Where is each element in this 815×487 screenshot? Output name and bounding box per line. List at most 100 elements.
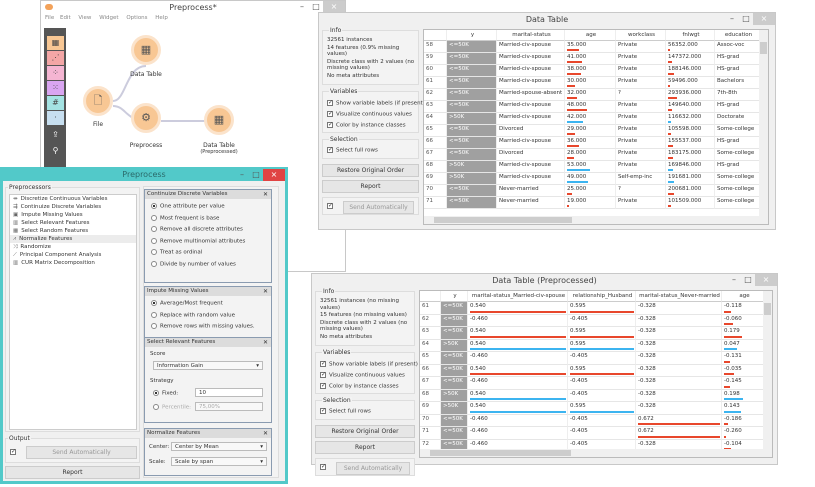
table-cell[interactable]: 0.143	[722, 402, 766, 415]
table-cell[interactable]: >50K	[441, 402, 468, 415]
scale-select[interactable]: Scale by span ▾	[171, 457, 267, 466]
table-cell[interactable]: 35.000	[565, 41, 616, 53]
menu-file[interactable]: File	[45, 15, 55, 21]
row-index[interactable]: 61	[420, 302, 441, 315]
report-button[interactable]: Report	[5, 466, 140, 479]
table-cell[interactable]: Married-civ-spouse	[497, 65, 565, 77]
table-cell[interactable]: <=50K	[441, 427, 468, 440]
table-cell[interactable]: Some-college	[715, 125, 761, 137]
table-cell[interactable]: HS-grad	[715, 161, 761, 173]
radio-icon[interactable]	[151, 203, 157, 209]
preprocessor-item[interactable]: ⩘ Normalize Features	[10, 235, 136, 243]
table-cell[interactable]: Never-married	[497, 197, 565, 209]
checkbox-icon[interactable]: ✓	[320, 360, 327, 367]
table-cell[interactable]: -0.405	[568, 352, 636, 365]
row-index[interactable]: 70	[424, 185, 447, 197]
select-full-rows-checkbox[interactable]: ✓ Select full rows	[327, 146, 378, 154]
row-index[interactable]: 63	[420, 327, 441, 340]
table-cell[interactable]: 293936.000	[666, 89, 715, 101]
table-cell[interactable]: HS-grad	[715, 65, 761, 77]
table-cell[interactable]: 0.672	[636, 414, 722, 427]
table-cell[interactable]: Private	[616, 65, 666, 77]
data-table-node[interactable]: ▦	[131, 35, 161, 65]
table-cell[interactable]: <=50K	[447, 125, 497, 137]
row-index[interactable]: 67	[420, 377, 441, 390]
menu-view[interactable]: View	[78, 15, 92, 21]
fixed-radio[interactable]: Fixed:	[153, 390, 178, 398]
table-cell[interactable]: -0.460	[468, 414, 568, 427]
table-cell[interactable]: 0.540	[468, 339, 568, 352]
minimize-button[interactable]: –	[730, 14, 734, 23]
table-cell[interactable]: Private	[616, 137, 666, 149]
row-index[interactable]: 67	[424, 149, 447, 161]
table-cell[interactable]: <=50K	[447, 101, 497, 113]
table-cell[interactable]: Some-college	[715, 173, 761, 185]
send-auto-checkbox[interactable]: ✓	[327, 202, 334, 209]
option-radio[interactable]: Remove rows with missing values.	[151, 323, 265, 331]
score-select[interactable]: Information Gain ▾	[153, 361, 263, 370]
checkbox-icon[interactable]: ✓	[320, 382, 327, 389]
option-radio[interactable]: Treat as ordinal	[151, 249, 265, 257]
table-cell[interactable]: -0.328	[636, 302, 722, 315]
table-cell[interactable]: 0.540	[468, 402, 568, 415]
table-cell[interactable]: 29.000	[565, 125, 616, 137]
preprocessor-item[interactable]: ▦ Select Random Features	[10, 227, 136, 235]
table-cell[interactable]: ?	[616, 185, 666, 197]
radio-icon[interactable]	[151, 311, 157, 318]
table-cell[interactable]: -0.145	[722, 377, 766, 390]
report-button[interactable]: Report	[322, 180, 419, 193]
checkbox-icon[interactable]: ✓	[327, 99, 334, 106]
table-cell[interactable]: -0.035	[722, 364, 766, 377]
table-cell[interactable]: Divorced	[497, 125, 565, 137]
column-header[interactable]: marital-status	[497, 30, 565, 41]
row-index[interactable]: 60	[424, 65, 447, 77]
maximize-button[interactable]: □	[252, 170, 260, 179]
table-cell[interactable]: 32.000	[565, 89, 616, 101]
table-cell[interactable]: 147372.000	[666, 53, 715, 65]
scrollbar-thumb[interactable]	[760, 42, 767, 54]
preprocessor-item[interactable]: ⇶ Continuize Discrete Variables	[10, 203, 136, 211]
radio-icon[interactable]	[151, 214, 157, 221]
table-cell[interactable]: 169846.000	[666, 161, 715, 173]
menu-edit[interactable]: Edit	[59, 15, 71, 21]
table-cell[interactable]: -0.060	[722, 314, 766, 327]
table-cell[interactable]: Private	[616, 77, 666, 89]
radio-icon[interactable]	[151, 260, 157, 267]
table-cell[interactable]: <=50K	[441, 327, 468, 340]
send-auto-checkbox[interactable]: ✓	[10, 448, 17, 455]
table-cell[interactable]: Married-civ-spouse	[497, 161, 565, 173]
table-cell[interactable]: 183175.000	[666, 149, 715, 161]
row-index[interactable]: 68	[424, 161, 447, 173]
radio-icon[interactable]	[151, 237, 157, 244]
close-button[interactable]: ×	[263, 169, 285, 181]
preprocessor-item[interactable]: ▣ Impute Missing Values	[10, 211, 136, 219]
minimize-button[interactable]: –	[240, 170, 244, 179]
column-header[interactable]: education	[715, 30, 761, 41]
data-table-grid[interactable]: y marital-status age workclass fnlwgt educati…	[423, 29, 769, 225]
row-index[interactable]: 71	[420, 427, 441, 440]
checkbox-icon[interactable]: ✓	[327, 146, 334, 153]
table-cell[interactable]: Divorced	[497, 149, 565, 161]
send-automatically-button[interactable]: Send Automatically	[26, 446, 137, 459]
option-radio[interactable]: Divide by number of values	[151, 260, 265, 269]
radio-icon[interactable]	[151, 249, 157, 255]
horizontal-scrollbar-thumb[interactable]	[430, 450, 571, 456]
table-cell[interactable]: <=50K	[441, 364, 468, 377]
vertical-scrollbar[interactable]	[759, 30, 768, 224]
radio-icon[interactable]	[151, 226, 157, 232]
table-cell[interactable]: <=50K	[447, 185, 497, 197]
option-radio[interactable]: Remove multinomial attributes	[151, 237, 265, 246]
table-cell[interactable]: 28.000	[565, 149, 616, 161]
table-cell[interactable]: Bachelors	[715, 77, 761, 89]
table-cell[interactable]: -0.328	[636, 364, 722, 377]
table-cell[interactable]: <=50K	[441, 414, 468, 427]
table-cell[interactable]: >50K	[441, 339, 468, 352]
table-cell[interactable]: Private	[616, 41, 666, 53]
close-button[interactable]: ×	[323, 1, 345, 13]
table-cell[interactable]: -0.131	[722, 352, 766, 365]
close-button[interactable]: ×	[753, 13, 775, 25]
variable-checkbox[interactable]: ✓ Color by instance classes	[320, 382, 399, 390]
radio-icon[interactable]	[151, 323, 157, 329]
table-cell[interactable]: 116632.000	[666, 113, 715, 125]
row-index[interactable]: 63	[424, 101, 447, 113]
